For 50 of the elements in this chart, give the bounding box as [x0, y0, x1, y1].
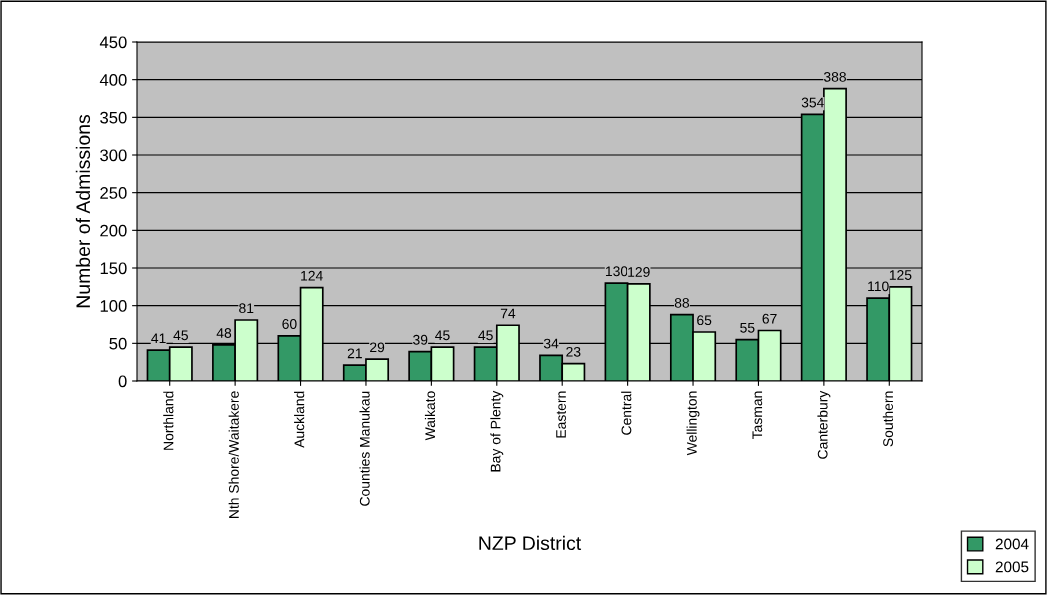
- data-label: 21: [347, 348, 362, 359]
- data-label: 354: [801, 97, 824, 108]
- data-label: 29: [370, 342, 385, 353]
- data-label: 81: [239, 303, 254, 314]
- y-tick-label: 100: [100, 300, 127, 312]
- data-label: 65: [697, 315, 712, 326]
- y-tick-label: 150: [100, 262, 127, 275]
- data-label: 74: [500, 308, 516, 319]
- data-label: 34: [543, 338, 559, 349]
- legend-label: 2004: [995, 538, 1029, 550]
- y-axis-title: Number of Admissions: [75, 114, 91, 308]
- data-label: 88: [674, 297, 690, 308]
- y-tick-label: 50: [109, 337, 127, 350]
- data-label: 55: [740, 322, 755, 333]
- data-label: 39: [413, 334, 428, 345]
- data-label: 130: [605, 266, 628, 277]
- x-tick-label: Tasman: [752, 391, 763, 440]
- x-tick-label: Canterbury: [817, 390, 831, 459]
- y-tick-label: 250: [100, 187, 127, 199]
- x-tick-label: Northland: [163, 391, 174, 450]
- data-label: 45: [478, 330, 493, 341]
- x-tick-label: Waikato: [424, 391, 436, 441]
- x-tick-label: Auckland: [294, 391, 305, 448]
- y-tick-label: 200: [100, 224, 127, 237]
- x-tick-label: Wellington: [686, 391, 700, 456]
- data-label: 60: [282, 319, 297, 329]
- x-tick-label: Counties Manukau: [359, 391, 370, 506]
- y-tick-label: 350: [100, 111, 127, 124]
- y-tick-label: 450: [99, 36, 127, 49]
- data-label: 67: [762, 313, 777, 324]
- x-tick-label: Nth Shore/Waitakere: [228, 391, 239, 518]
- data-label: 129: [628, 267, 650, 277]
- x-axis-title: NZP District: [479, 535, 582, 551]
- legend-label: 2005: [995, 561, 1029, 573]
- data-label: 125: [889, 270, 912, 280]
- data-label: 45: [435, 330, 450, 341]
- y-tick-label: 0: [118, 375, 127, 388]
- x-tick-label: Bay of Plenty: [490, 390, 504, 472]
- data-label: 41: [151, 333, 166, 344]
- x-tick-label: Central: [621, 391, 632, 435]
- data-label: 110: [868, 281, 889, 292]
- data-label: 48: [216, 328, 232, 338]
- x-tick-label: Southern: [882, 391, 894, 447]
- data-label: 388: [823, 71, 846, 82]
- data-label: 124: [301, 270, 323, 281]
- data-label: 23: [566, 346, 581, 357]
- y-tick-label: 300: [100, 149, 127, 162]
- y-tick-label: 400: [99, 74, 127, 86]
- x-tick-label: Eastern: [556, 391, 566, 438]
- data-label: 45: [173, 330, 188, 341]
